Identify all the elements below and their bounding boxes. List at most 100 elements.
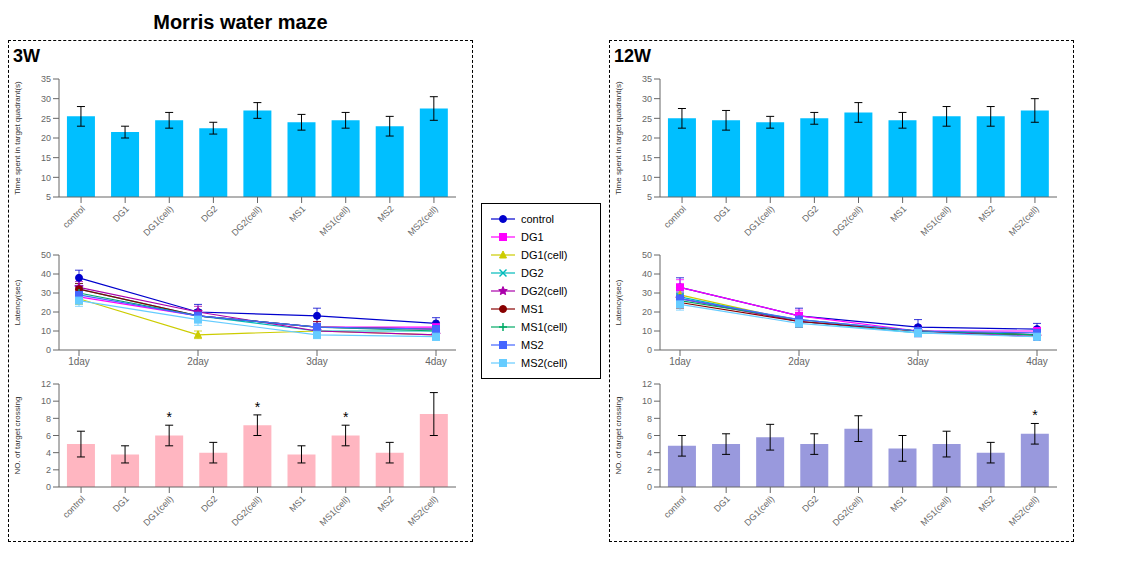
svg-text:1day: 1day (669, 356, 691, 367)
svg-text:NO. of target crossing: NO. of target crossing (13, 397, 22, 475)
svg-text:6: 6 (647, 431, 652, 441)
svg-text:0: 0 (647, 482, 652, 492)
svg-text:20: 20 (642, 133, 652, 143)
html-text:DG1(cell): DG1(cell) (521, 249, 568, 261)
svg-text:DG2(cell): DG2(cell) (830, 494, 864, 528)
svg-text:30: 30 (642, 94, 652, 104)
svg-text:DG1(cell): DG1(cell) (742, 494, 776, 528)
svg-text:8: 8 (46, 414, 51, 424)
svg-text:DG1(cell): DG1(cell) (141, 204, 175, 238)
svg-text:NO. of target crossing: NO. of target crossing (614, 397, 623, 475)
svg-text:control: control (61, 204, 87, 230)
svg-text:Time spent in target quadrant(: Time spent in target quadrant(s) (614, 81, 623, 195)
html-text:3W: 3W (13, 46, 40, 66)
svg-text:2: 2 (46, 465, 51, 475)
svg-text:2: 2 (647, 465, 652, 475)
svg-text:*: * (1032, 407, 1038, 423)
svg-text:*: * (255, 399, 261, 415)
svg-text:MS1: MS1 (888, 494, 908, 514)
svg-text:1day: 1day (68, 356, 90, 367)
svg-text:0: 0 (647, 345, 652, 355)
svg-text:MS2(cell): MS2(cell) (406, 204, 440, 238)
svg-text:MS2: MS2 (376, 204, 396, 224)
svg-text:DG1: DG1 (111, 494, 131, 514)
html-text:12W: 12W (614, 46, 651, 66)
svg-text:8: 8 (647, 414, 652, 424)
svg-text:3day: 3day (907, 356, 929, 367)
svg-text:25: 25 (642, 114, 652, 124)
svg-text:12: 12 (642, 379, 652, 389)
svg-text:30: 30 (41, 288, 51, 298)
svg-text:DG1(cell): DG1(cell) (141, 494, 175, 528)
svg-text:50: 50 (642, 250, 652, 260)
svg-text:DG2(cell): DG2(cell) (830, 204, 864, 238)
svg-text:30: 30 (41, 94, 51, 104)
svg-text:10: 10 (642, 173, 652, 183)
svg-text:Latency(sec): Latency(sec) (13, 279, 22, 325)
html-text:Morris water maze: Morris water maze (153, 11, 328, 33)
svg-text:10: 10 (41, 173, 51, 183)
svg-text:4day: 4day (425, 356, 447, 367)
html-text:control: control (521, 213, 554, 225)
svg-text:DG2(cell): DG2(cell) (229, 494, 263, 528)
svg-text:*: * (167, 409, 173, 425)
svg-text:10: 10 (41, 326, 51, 336)
svg-text:DG1: DG1 (111, 204, 131, 224)
svg-text:6: 6 (46, 431, 51, 441)
svg-text:20: 20 (41, 307, 51, 317)
svg-text:control: control (61, 494, 87, 520)
svg-text:MS2(cell): MS2(cell) (406, 494, 440, 528)
svg-text:3day: 3day (306, 356, 328, 367)
svg-text:40: 40 (642, 269, 652, 279)
svg-text:0: 0 (46, 482, 51, 492)
svg-text:50: 50 (41, 250, 51, 260)
svg-text:control: control (662, 204, 688, 230)
svg-text:0: 0 (46, 345, 51, 355)
svg-text:20: 20 (41, 133, 51, 143)
svg-text:30: 30 (642, 288, 652, 298)
svg-text:20: 20 (642, 307, 652, 317)
svg-text:4: 4 (46, 448, 51, 458)
svg-text:MS2: MS2 (376, 494, 396, 514)
svg-text:DG2: DG2 (199, 494, 219, 514)
svg-text:12: 12 (41, 379, 51, 389)
svg-text:MS2(cell): MS2(cell) (1007, 494, 1041, 528)
svg-text:25: 25 (41, 114, 51, 124)
svg-text:DG2: DG2 (800, 494, 820, 514)
svg-text:DG1(cell): DG1(cell) (742, 204, 776, 238)
svg-text:10: 10 (642, 326, 652, 336)
svg-text:DG2: DG2 (800, 204, 820, 224)
svg-text:MS2: MS2 (977, 494, 997, 514)
svg-text:4: 4 (647, 448, 652, 458)
svg-text:35: 35 (642, 74, 652, 84)
svg-text:DG2(cell): DG2(cell) (229, 204, 263, 238)
svg-text:Latency(sec): Latency(sec) (614, 279, 623, 325)
svg-text:MS1: MS1 (888, 204, 908, 224)
svg-text:DG1: DG1 (712, 204, 732, 224)
svg-text:4day: 4day (1026, 356, 1048, 367)
svg-text:MS2(cell): MS2(cell) (1007, 204, 1041, 238)
svg-text:10: 10 (41, 396, 51, 406)
svg-text:MS2: MS2 (977, 204, 997, 224)
svg-text:35: 35 (41, 74, 51, 84)
svg-text:control: control (662, 494, 688, 520)
svg-text:5: 5 (46, 192, 51, 202)
html-text:DG1: DG1 (521, 231, 544, 243)
svg-text:Time spent in target quadrant(: Time spent in target quadrant(s) (13, 81, 22, 195)
svg-text:40: 40 (41, 269, 51, 279)
svg-text:MS1(cell): MS1(cell) (919, 204, 953, 238)
svg-text:MS1: MS1 (287, 204, 307, 224)
svg-text:5: 5 (647, 192, 652, 202)
svg-text:15: 15 (41, 153, 51, 163)
svg-text:MS1: MS1 (287, 494, 307, 514)
svg-text:2day: 2day (788, 356, 810, 367)
svg-text:MS1(cell): MS1(cell) (318, 204, 352, 238)
svg-text:15: 15 (642, 153, 652, 163)
svg-text:DG1: DG1 (712, 494, 732, 514)
svg-text:MS1(cell): MS1(cell) (919, 494, 953, 528)
svg-text:DG2: DG2 (199, 204, 219, 224)
svg-text:2day: 2day (187, 356, 209, 367)
svg-text:MS1(cell): MS1(cell) (318, 494, 352, 528)
svg-text:*: * (343, 409, 349, 425)
svg-text:10: 10 (642, 396, 652, 406)
